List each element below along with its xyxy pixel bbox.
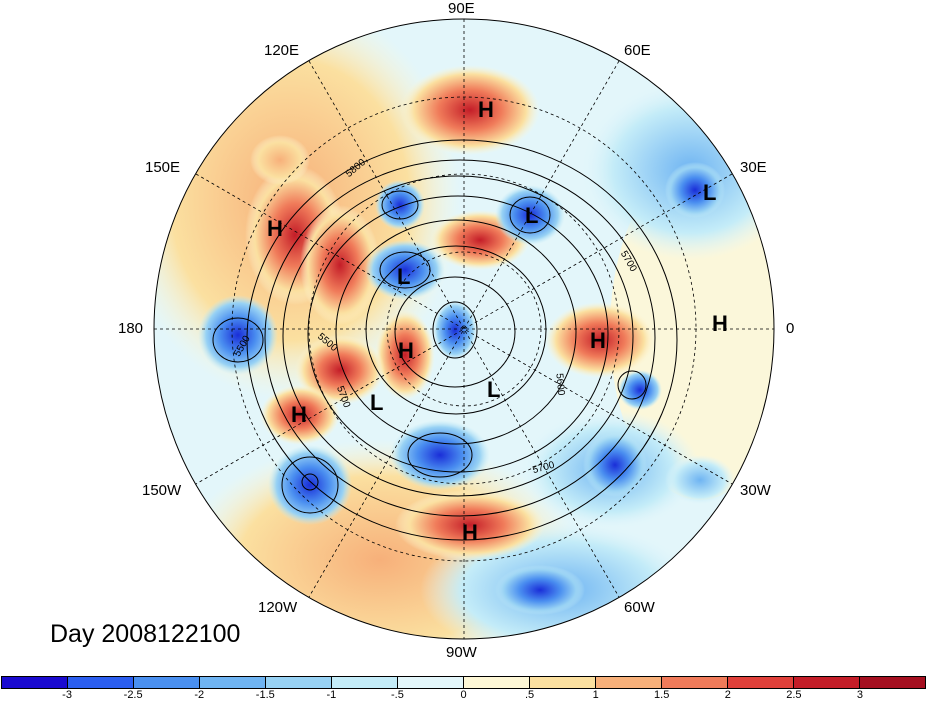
color-scale-cell bbox=[68, 677, 134, 688]
pressure-center-low: L bbox=[487, 377, 500, 402]
pressure-center-low: L bbox=[525, 203, 538, 228]
pressure-center-low: L bbox=[703, 180, 716, 205]
color-scale-cell bbox=[794, 677, 860, 688]
color-scale-tick-label: 3 bbox=[856, 689, 863, 701]
color-scale-cell bbox=[860, 677, 925, 688]
color-scale-tick-label: -2 bbox=[194, 689, 205, 701]
anomaly-field bbox=[154, 19, 774, 639]
color-scale-tick-label: 2 bbox=[724, 689, 731, 701]
color-scale-tick-label: 2.5 bbox=[786, 689, 802, 701]
color-scale-cell bbox=[134, 677, 200, 688]
color-scale-tick-label: -2.5 bbox=[123, 689, 143, 701]
color-scale-cell bbox=[332, 677, 398, 688]
lon-label-60w: 60W bbox=[624, 599, 655, 616]
color-scale-bar bbox=[1, 676, 926, 689]
contour-lines bbox=[212, 139, 678, 541]
pressure-center-high: H bbox=[478, 97, 494, 122]
pressure-centers: H L L H L H H H L L H H bbox=[267, 97, 728, 545]
lon-label-90w: 90W bbox=[446, 644, 477, 661]
map-boundary bbox=[153, 18, 775, 640]
color-scale-tick-label: 1.5 bbox=[654, 689, 670, 701]
lon-label-150w: 150W bbox=[142, 482, 182, 499]
lon-label-90e: 90E bbox=[448, 0, 475, 17]
color-scale-cell bbox=[398, 677, 464, 688]
color-scale-cell bbox=[530, 677, 596, 688]
lon-label-120e: 120E bbox=[264, 42, 300, 59]
lon-label-150e: 150E bbox=[145, 159, 181, 176]
polar-map: 5800 5700 5500 5600 5700 5500 5700 H L L… bbox=[153, 18, 775, 640]
pressure-center-low: L bbox=[397, 264, 410, 289]
color-scale-tick-label: -1 bbox=[326, 689, 337, 701]
color-scale-tick-label: -.5 bbox=[391, 689, 404, 701]
color-scale-cell bbox=[200, 677, 266, 688]
lon-label-180: 180 bbox=[118, 320, 144, 337]
color-scale-cell bbox=[266, 677, 332, 688]
pressure-center-high: H bbox=[267, 216, 283, 241]
pressure-center-high: H bbox=[712, 311, 728, 336]
color-scale-cell bbox=[662, 677, 728, 688]
color-scale-cell bbox=[728, 677, 794, 688]
pressure-center-high: H bbox=[462, 520, 478, 545]
pressure-center-high: H bbox=[291, 402, 307, 427]
color-scale-cell bbox=[596, 677, 662, 688]
color-scale-cell bbox=[2, 677, 68, 688]
lon-label-60e: 60E bbox=[624, 42, 651, 59]
map-title: Day 2008122100 bbox=[50, 620, 241, 648]
lon-label-30e: 30E bbox=[740, 159, 767, 176]
color-scale-tick-label: 0 bbox=[460, 689, 467, 701]
lon-label-120w: 120W bbox=[258, 599, 298, 616]
pressure-center-low: L bbox=[370, 390, 383, 415]
contour-label-group: 5800 5700 5500 5600 5700 5500 5700 bbox=[232, 157, 639, 476]
color-scale-tick-label: -1.5 bbox=[255, 689, 275, 701]
color-scale-tick-label: -3 bbox=[62, 689, 72, 701]
color-scale-cell bbox=[464, 677, 530, 688]
pressure-center-high: H bbox=[590, 328, 606, 353]
color-scale-tick-label: 1 bbox=[592, 689, 599, 701]
graticule bbox=[154, 19, 774, 639]
lon-label-30w: 30W bbox=[740, 482, 771, 499]
pressure-center-high: H bbox=[398, 338, 414, 363]
color-scale-tick-label: .5 bbox=[524, 689, 535, 701]
contour-label: 5600 bbox=[553, 373, 566, 397]
lon-label-0: 0 bbox=[786, 320, 795, 337]
